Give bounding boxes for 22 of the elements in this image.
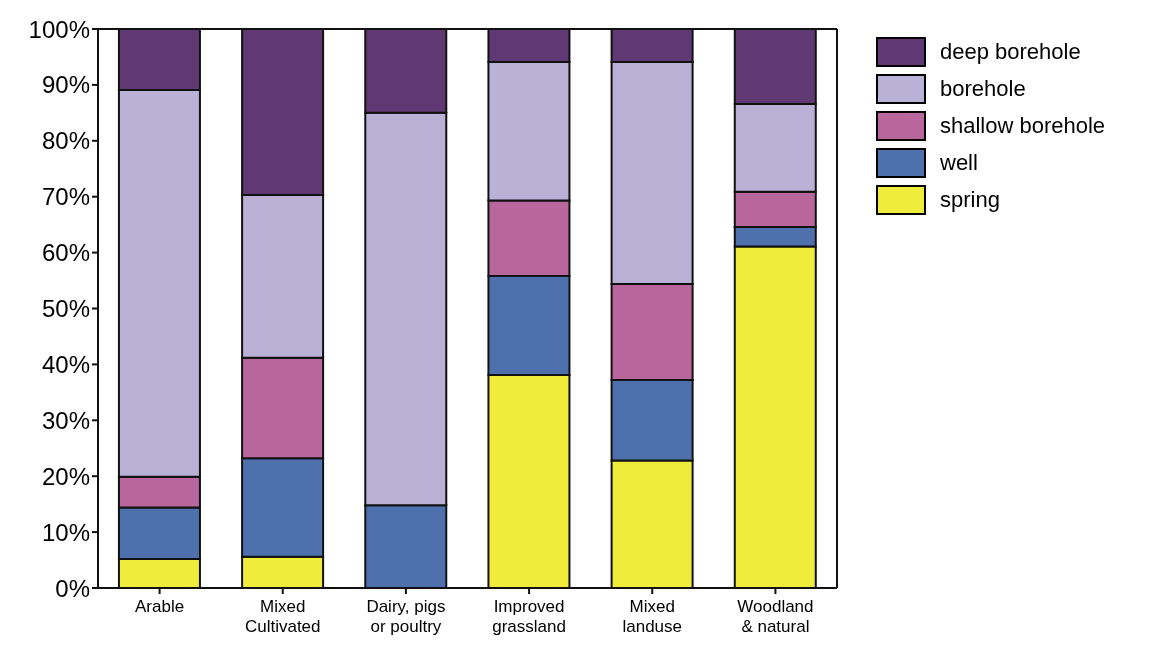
y-tick-label: 100% <box>28 15 90 43</box>
y-tick-label: 0% <box>55 574 90 602</box>
legend-label: deep borehole <box>940 39 1081 65</box>
x-tick-label: Improved grassland <box>492 597 566 636</box>
y-tick-label: 50% <box>41 295 90 323</box>
x-tick-label: Arable <box>135 597 185 616</box>
x-tick-label: Mixed landuse <box>622 597 683 636</box>
y-tick-label: 70% <box>41 183 90 211</box>
y-tick-label: 90% <box>41 71 90 99</box>
legend-label: shallow borehole <box>940 113 1106 139</box>
legend-label: borehole <box>940 76 1026 102</box>
x-tick-label: Mixed Cultivated <box>244 597 321 636</box>
x-tick-label: Woodland & natural <box>737 597 814 636</box>
y-tick-label: 20% <box>41 462 90 490</box>
y-tick-label: 60% <box>41 239 90 267</box>
y-tick-label: 30% <box>41 406 90 434</box>
x-tick-label: Dairy, pigs or poultry <box>366 597 446 636</box>
y-tick-label: 10% <box>41 518 90 546</box>
legend-label: well <box>940 150 978 176</box>
legend-label: spring <box>940 187 1000 213</box>
y-tick-label: 80% <box>41 127 90 155</box>
y-tick-label: 40% <box>41 350 90 378</box>
